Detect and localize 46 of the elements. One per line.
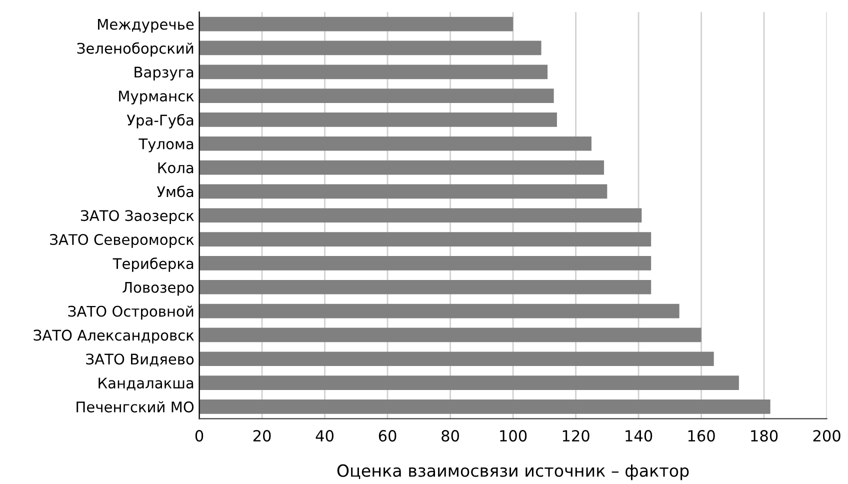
- x-tick-label: 160: [688, 430, 715, 442]
- bar: [199, 256, 652, 270]
- bar: [199, 280, 652, 294]
- x-tick-label: 120: [562, 430, 590, 442]
- bar: [199, 112, 557, 127]
- bar: [199, 40, 542, 56]
- y-tick-label: ЗАТО Североморск: [50, 234, 194, 248]
- bar: [199, 208, 642, 223]
- bar: [199, 400, 770, 414]
- bar: [199, 232, 652, 246]
- bar: [199, 88, 554, 103]
- bar: [199, 328, 702, 342]
- bar: [199, 160, 604, 175]
- x-tick-label: 180: [751, 430, 778, 442]
- y-tick-label: ЗАТО Видяево: [86, 354, 194, 366]
- y-tick-label: ЗАТО Александровск: [34, 330, 194, 344]
- y-tick-label: Зеленоборский: [77, 42, 194, 57]
- x-tick-label: 20: [253, 430, 271, 442]
- y-tick-label: Кола: [158, 162, 194, 174]
- y-tick-label: Тулома: [138, 138, 194, 152]
- bar: [199, 64, 548, 80]
- x-tick-label: 80: [442, 430, 459, 442]
- y-tick-label: Варзуга: [134, 66, 194, 80]
- x-tick-label: 140: [626, 430, 652, 442]
- x-tick-label: 60: [378, 430, 396, 442]
- bar: [199, 304, 680, 318]
- y-tick-label: Кандалакша: [98, 378, 194, 390]
- y-tick-label: Териберка: [112, 258, 194, 272]
- x-tick-label: 40: [316, 430, 334, 442]
- y-tick-label: ЗАТО Заозерск: [81, 210, 194, 224]
- y-tick-label: Ура-Губа: [126, 114, 194, 128]
- y-tick-label: Мурманск: [119, 90, 194, 104]
- x-axis-title: Оценка взаимосвязи источник – фактор: [337, 464, 689, 480]
- bar: [199, 376, 739, 390]
- bar: [199, 352, 714, 366]
- x-tick-label: 100: [500, 430, 527, 442]
- bar: [199, 136, 592, 151]
- y-tick-label: Печенгский МО: [76, 401, 194, 412]
- bar: [199, 16, 514, 32]
- y-tick-label: Умба: [156, 186, 194, 198]
- y-tick-label: ЗАТО Островной: [68, 306, 194, 320]
- y-tick-label: Ловозеро: [122, 282, 194, 296]
- x-tick-label: 200: [813, 430, 840, 442]
- bar: [199, 184, 608, 199]
- y-tick-label: Междуречье: [98, 18, 194, 33]
- x-tick-label: 0: [195, 430, 204, 442]
